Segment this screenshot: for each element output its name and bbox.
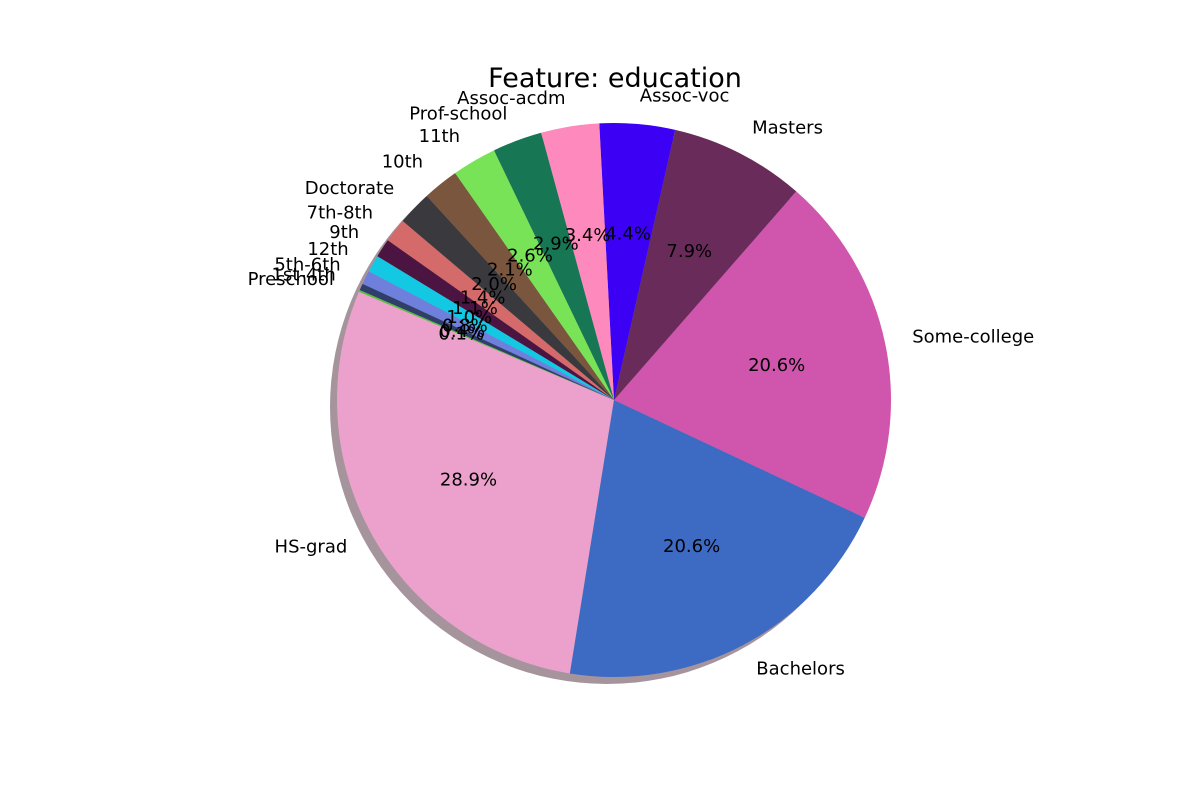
slice-pct-11th: 2.6% (507, 246, 553, 267)
slice-label-5th-6th: 5th-6th (274, 254, 340, 275)
slice-label-1st-4th: 1st-4th (271, 265, 335, 286)
slice-label-assoc-voc: Assoc-voc (640, 85, 730, 106)
pie-pct-label-layer: 28.9% 20.6% 20.6% 7.9% 4.4%3.4%2.9%2.6%2.1%2… (438, 223, 805, 557)
slice-pct-7th-8th: 1.4% (460, 287, 506, 308)
pie-slice-layer (337, 122, 892, 677)
pie-slice-12th (368, 256, 614, 400)
slice-label-assoc-acdm: Assoc-acdm (457, 88, 565, 109)
slice-label-11th: 11th (419, 126, 460, 147)
slice-label-doctorate: Doctorate (305, 178, 394, 199)
slice-label-prof-school: Prof-school (409, 104, 507, 125)
slice-label-some-college: Some-college (912, 326, 1034, 347)
slice-pct-doctorate: 2.0% (471, 274, 517, 295)
slice-pct-bachelors: 20.6% (663, 536, 720, 557)
chart-title: Feature: education (488, 63, 742, 94)
pie-slice-doctorate (402, 196, 614, 400)
pie-slice-10th (426, 173, 614, 400)
pie-slice-11th (455, 150, 614, 400)
pie-slice-bachelors (569, 400, 865, 677)
pie-slice-masters (614, 129, 797, 400)
slice-pct-masters: 7.9% (666, 241, 712, 262)
slice-label-hs-grad: HS-grad (275, 536, 348, 557)
slice-label-7th-8th: 7th-8th (307, 203, 373, 224)
slice-pct-preschool: 0.1% (438, 324, 484, 345)
slice-pct-prof-school: 2.9% (533, 233, 579, 254)
pie-slice-assoc-acdm (541, 123, 614, 400)
slice-pct-1st-4th: 0.4% (439, 321, 485, 342)
pie-slice-7th-8th (387, 221, 614, 400)
pie-slice-preschool (359, 290, 614, 400)
slice-pct-10th: 2.1% (487, 260, 533, 281)
pie-slice-hs-grad (337, 291, 614, 674)
slice-label-10th: 10th (382, 152, 423, 173)
slice-pct-hs-grad: 28.9% (440, 469, 497, 490)
slice-pct-some-college: 20.6% (748, 355, 805, 376)
pie-label-layer: HS-grad Bachelors Some-college Masters Assoc… (248, 85, 1035, 679)
slice-pct-12th: 1.0% (446, 307, 492, 328)
pie-slice-9th (377, 240, 614, 400)
pie-slice-assoc-voc (599, 122, 676, 401)
slice-label-9th: 9th (329, 222, 359, 243)
slice-pct-assoc-voc: 4.4% (605, 223, 651, 244)
slice-label-bachelors: Bachelors (756, 658, 845, 679)
slice-label-masters: Masters (752, 117, 823, 138)
slice-label-12th: 12th (307, 239, 348, 260)
slice-pct-9th: 1.1% (452, 298, 498, 319)
slice-label-preschool: Preschool (248, 269, 334, 290)
pie-slice-5th-6th (362, 271, 614, 400)
pie-slice-prof-school (493, 132, 614, 400)
slice-pct-assoc-acdm: 3.4% (565, 225, 611, 246)
pie-slice-1st-4th (359, 283, 614, 400)
slice-pct-5th-6th: 0.8% (442, 316, 488, 337)
pie-slice-some-college (614, 191, 892, 518)
